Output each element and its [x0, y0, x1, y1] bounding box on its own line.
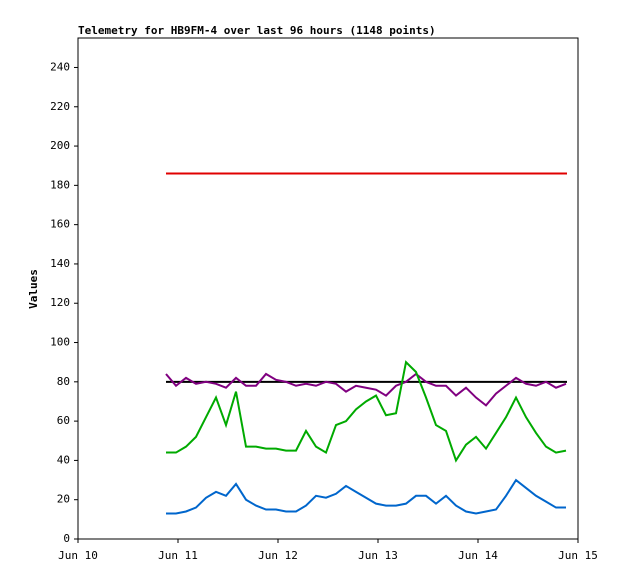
y-tick-label: 240: [50, 60, 70, 73]
y-tick-label: 220: [50, 100, 70, 113]
x-tick-label: Jun 12: [258, 549, 298, 562]
plot-frame: [77, 37, 579, 540]
y-tick-label: 120: [50, 296, 70, 309]
y-tick-label: 80: [57, 375, 70, 388]
y-tick-label: 20: [57, 493, 70, 506]
x-tick-label: Jun 11: [158, 549, 198, 562]
x-tick-label: Jun 10: [58, 549, 98, 562]
series-line: [166, 478, 566, 515]
y-tick-label: 0: [63, 532, 70, 545]
y-tick-label: 180: [50, 178, 70, 191]
y-tick-label: 140: [50, 257, 70, 270]
y-tick-label: 160: [50, 218, 70, 231]
y-tick-label: 100: [50, 336, 70, 349]
series-line: [166, 360, 567, 463]
x-tick-label: Jun 14: [458, 549, 498, 562]
y-tick-label: 200: [50, 139, 70, 152]
y-tick-label: 60: [57, 414, 70, 427]
chart-title: Telemetry for HB9FM-4 over last 96 hours…: [78, 24, 436, 37]
x-tick-label: Jun 15: [558, 549, 598, 562]
series-line: [165, 372, 567, 407]
x-tick-label: Jun 13: [358, 549, 398, 562]
y-axis-label: Values: [27, 269, 40, 309]
y-tick-label: 40: [57, 453, 70, 466]
